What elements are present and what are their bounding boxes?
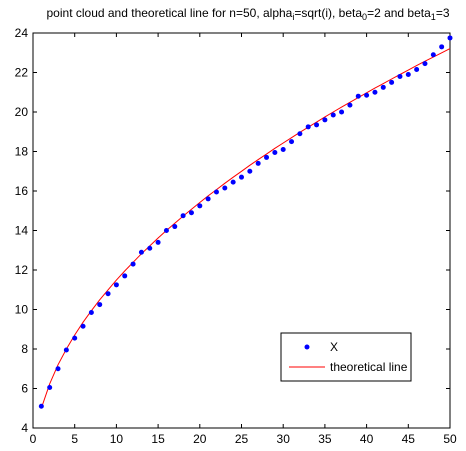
data-point bbox=[397, 73, 403, 79]
data-point bbox=[364, 92, 370, 98]
x-axis: 0 5 10 15 20 25 30 35 40 45 50 bbox=[30, 33, 457, 446]
y-tick-label: 10 bbox=[15, 303, 29, 317]
data-point bbox=[163, 228, 169, 233]
data-point bbox=[314, 122, 320, 128]
y-axis: 4 6 8 10 12 14 16 18 20 22 24 bbox=[15, 26, 450, 435]
data-point bbox=[105, 291, 111, 297]
data-point bbox=[330, 112, 336, 118]
data-point bbox=[222, 185, 228, 191]
x-tick-label: 15 bbox=[151, 432, 165, 446]
y-tick-label: 16 bbox=[15, 184, 29, 198]
data-point bbox=[405, 71, 411, 77]
data-point bbox=[297, 131, 303, 137]
data-point bbox=[289, 139, 295, 145]
data-point bbox=[113, 282, 119, 288]
data-point bbox=[147, 245, 153, 251]
chart-title-mid2: =2 and beta bbox=[367, 6, 431, 20]
data-point bbox=[172, 224, 178, 230]
data-point bbox=[55, 366, 61, 372]
data-point bbox=[422, 61, 428, 67]
x-tick-label: 10 bbox=[110, 432, 124, 446]
x-tick-label: 30 bbox=[277, 432, 291, 446]
data-point bbox=[414, 67, 420, 73]
data-point bbox=[72, 335, 78, 341]
data-point bbox=[272, 149, 278, 155]
data-point bbox=[239, 174, 244, 180]
x-tick-label: 50 bbox=[443, 432, 457, 446]
x-tick-label: 35 bbox=[318, 432, 332, 446]
chart-title-mid1: =sqrt(i), beta bbox=[294, 6, 362, 20]
data-point bbox=[63, 347, 69, 353]
legend-box bbox=[280, 332, 412, 382]
legend-label-points: X bbox=[330, 340, 338, 354]
y-tick-label: 4 bbox=[21, 421, 28, 435]
data-point bbox=[197, 203, 203, 209]
data-point bbox=[88, 309, 94, 315]
data-point bbox=[247, 168, 253, 174]
data-point bbox=[322, 117, 328, 123]
x-tick-label: 45 bbox=[402, 432, 416, 446]
data-point bbox=[255, 160, 261, 166]
theoretical-line-series bbox=[40, 48, 451, 409]
data-point bbox=[355, 93, 361, 99]
data-point bbox=[130, 261, 136, 267]
legend-label-line: theoretical line bbox=[330, 360, 408, 374]
data-point bbox=[430, 52, 436, 58]
y-tick-label: 12 bbox=[15, 263, 29, 277]
data-point bbox=[97, 302, 103, 308]
data-point bbox=[339, 109, 345, 115]
y-tick-label: 6 bbox=[21, 382, 28, 396]
legend-marker-points bbox=[304, 344, 310, 350]
data-point bbox=[380, 84, 386, 90]
data-point bbox=[372, 89, 378, 95]
legend: X theoretical line bbox=[280, 332, 412, 382]
theoretical-line bbox=[40, 48, 451, 409]
chart-title-sub-0: 0 bbox=[362, 12, 367, 22]
chart-title-sub-1: 1 bbox=[431, 12, 436, 22]
data-point bbox=[80, 323, 86, 329]
data-point bbox=[389, 79, 395, 85]
y-tick-label: 8 bbox=[21, 342, 28, 356]
y-tick-label: 24 bbox=[15, 26, 29, 40]
data-point bbox=[122, 273, 128, 279]
data-point bbox=[264, 154, 270, 160]
data-point bbox=[47, 385, 53, 391]
data-point bbox=[180, 213, 186, 219]
y-tick-label: 20 bbox=[15, 105, 29, 119]
x-tick-label: 5 bbox=[71, 432, 78, 446]
data-point bbox=[205, 196, 211, 202]
data-point bbox=[155, 239, 161, 245]
data-point bbox=[305, 124, 311, 130]
data-point bbox=[138, 249, 144, 255]
x-tick-label: 0 bbox=[30, 432, 37, 446]
x-tick-label: 40 bbox=[360, 432, 374, 446]
x-tick-label: 25 bbox=[235, 432, 249, 446]
data-point bbox=[188, 210, 194, 216]
y-tick-label: 18 bbox=[15, 145, 29, 159]
data-point bbox=[439, 44, 445, 50]
chart-title-suffix: =3 bbox=[436, 6, 450, 20]
chart-title: point cloud and theoretical line for n=5… bbox=[47, 6, 450, 22]
chart-title-sub-i: i bbox=[292, 12, 294, 22]
data-point bbox=[213, 189, 219, 195]
data-point bbox=[280, 147, 286, 153]
chart-title-prefix: point cloud and theoretical line for n=5… bbox=[47, 6, 293, 20]
y-tick-label: 14 bbox=[15, 224, 29, 238]
x-tick-label: 20 bbox=[193, 432, 207, 446]
data-point bbox=[447, 35, 453, 41]
data-point bbox=[230, 179, 236, 185]
data-point bbox=[38, 403, 44, 409]
data-point bbox=[347, 102, 353, 108]
point-series bbox=[38, 35, 453, 409]
y-tick-label: 22 bbox=[15, 66, 29, 80]
